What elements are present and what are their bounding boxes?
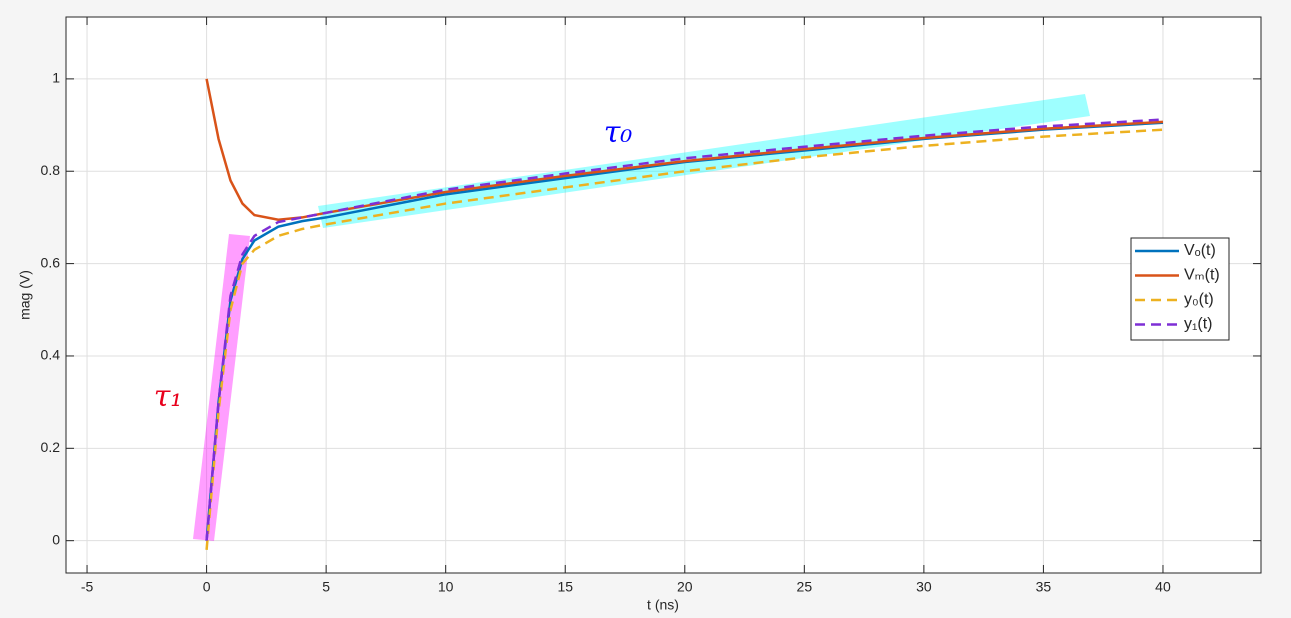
x-tick-label: 35 [1036,579,1052,595]
legend-label: y₁(t) [1184,316,1213,333]
y-axis-label: mag (V) [17,270,33,320]
x-tick-label: -5 [81,579,94,595]
legend-label: y₀(t) [1184,291,1214,308]
x-tick-label: 25 [797,579,813,595]
legend-box [1130,237,1230,341]
y-tick-label: 0.6 [41,254,61,270]
axes-box [65,16,1262,574]
x-tick-label: 20 [677,579,693,595]
y-tick-label: 0.4 [41,347,61,363]
x-tick-label: 0 [203,579,211,595]
x-tick-label: 5 [322,579,330,595]
data-line [205,118,1164,541]
y-tick-label: 0.2 [41,439,61,455]
annotation: τ₁ [154,379,183,414]
x-axis-label: t (ns) [647,597,679,613]
x-tick-label: 30 [916,579,932,595]
y-tick-label: 0 [52,531,60,547]
legend-label: Vₒ(t) [1184,242,1216,259]
x-tick-label: 10 [438,579,454,595]
legend-label: Vₘ(t) [1184,267,1220,284]
x-tick-label: 40 [1155,579,1171,595]
plot-area [66,17,1261,573]
data-line [205,128,1164,551]
annotation: τ₀ [604,115,633,150]
x-tick-label: 15 [557,579,573,595]
y-tick-label: 1 [52,70,60,86]
y-tick-label: 0.8 [41,162,61,178]
